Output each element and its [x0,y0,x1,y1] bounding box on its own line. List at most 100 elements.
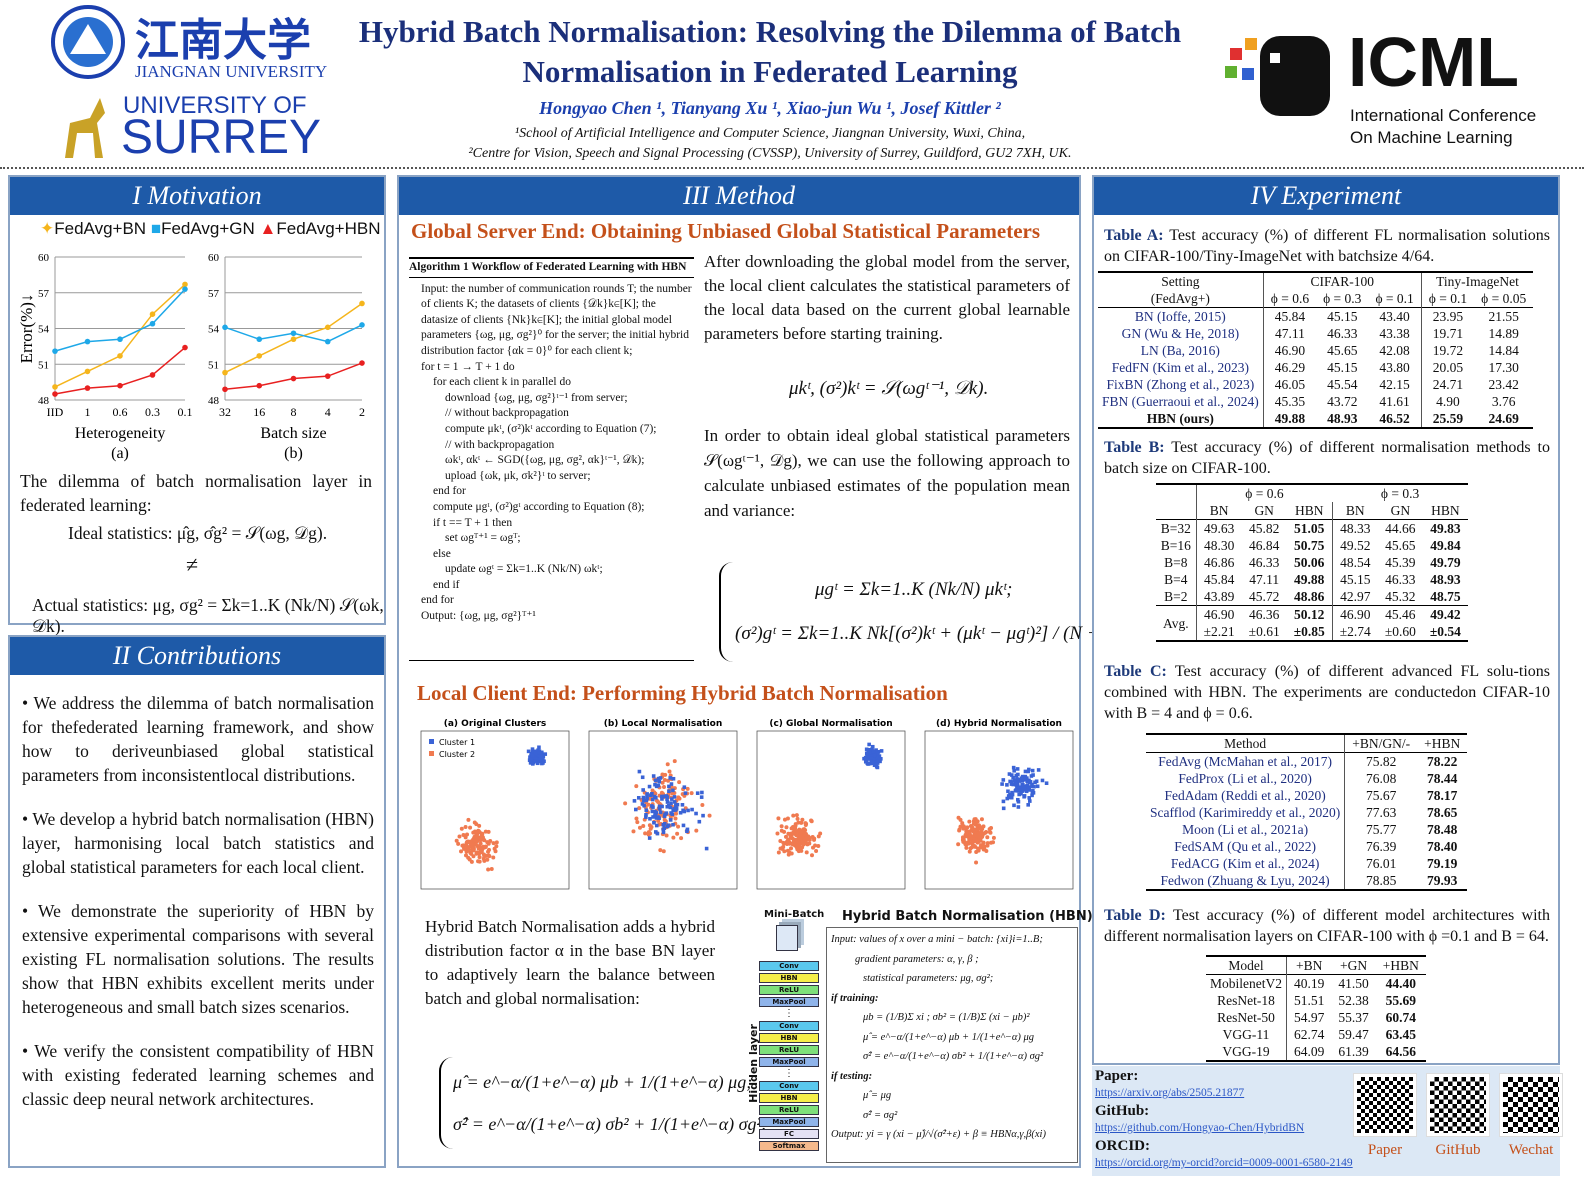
github-link[interactable]: https://github.com/Hongyao-Chen/HybridBN [1095,1122,1305,1134]
qr-code-wechat[interactable]: Wechat [1499,1073,1563,1159]
cluster2-point [796,820,801,825]
contribution-item: • We verify the consistent compatibility… [22,1041,374,1109]
cluster1-point [538,754,543,759]
minibatch-label: Mini-Batch [764,909,825,920]
data-point [182,286,188,292]
layer-conv: Conv [759,1081,819,1091]
table-cell: 24.71 [1432,377,1464,392]
table-row: Moon (Li et al., 2021a) 75.77 78.48 [1146,821,1467,838]
table-row-label: B=8 [1156,554,1197,571]
table-cell: 49.79 [1430,555,1461,570]
cluster2-point [963,832,968,837]
cluster2-point [464,844,469,849]
table-cell: 51.51 [1294,993,1325,1008]
table-header: ϕ = 0.6 [1245,486,1284,501]
cluster1-point [654,811,659,815]
cluster2-point [672,759,677,764]
global-text-1: After downloading the global model from … [704,252,1070,343]
table-row: FedACG (Kim et al., 2024) 76.01 79.19 [1146,855,1467,872]
cluster2-point [789,831,794,836]
table-cell: 63.45 [1385,1027,1416,1042]
cluster1-point [1015,767,1020,771]
y-tick-label: 60 [208,252,220,264]
table-cell: 46.29 [1274,360,1306,375]
dilemma-text: The dilemma of batch normalisation layer… [20,471,372,515]
jiangnan-emblem-icon [51,5,125,79]
table-cell: 4.90 [1436,394,1460,409]
table-row: LN (Ba, 2016) 46.90 45.65 42.08 19.72 14.84 [1098,342,1533,359]
cluster2-point [634,816,639,821]
cluster2-point [802,827,807,832]
scatter-plot: (a) Original Clusters Cluster 1 Cluster 2 [420,719,570,890]
contributions-header: II Contributions [10,637,384,675]
cluster2-point [778,839,783,844]
icml-logo: ICML International Conference On Machine… [1220,23,1550,158]
cluster1-point [644,815,648,819]
cluster1-point [670,797,674,801]
cluster2-point [477,855,482,860]
table-row: Scafflod (Karimireddy et al., 2020) 77.63… [1146,804,1467,821]
layer-hbn: HBN [759,1093,819,1103]
cluster2-point [981,844,986,849]
cluster1-point [1011,782,1016,787]
qr-code-github[interactable]: GitHub [1426,1073,1490,1159]
cluster1-point [685,829,689,834]
table-row-label: MobilenetV2 [1206,974,1287,992]
cluster2-point [804,850,809,855]
table-row-label: LN (Ba, 2016) [1098,342,1264,359]
cluster1-point [871,756,876,761]
cluster2-point [486,829,491,834]
cluster1-point [1010,792,1015,797]
cluster1-point [647,836,652,840]
global-mean-equation: μgᵗ = Σk=1..K (Nk/N) μkᵗ; [815,579,1013,600]
table-row: FedProx (Li et al., 2020) 76.08 78.44 [1146,770,1467,787]
table-row-label: B=2 [1156,588,1197,606]
table-row-label: FBN (Guerraoui et al., 2024) [1098,393,1264,410]
layer-maxpool: MaxPool [759,1117,819,1127]
table-cell: 45.39 [1385,555,1416,570]
icml-subtitle-2: On Machine Learning [1350,128,1513,147]
table-cell: 49.84 [1430,538,1461,553]
table-cell: +HBN [1424,736,1461,751]
x-tick-label: IID [47,405,64,419]
cluster2-point [981,824,986,829]
orcid-link[interactable]: https://orcid.org/my-orcid?orcid=0009-00… [1095,1157,1353,1169]
table-cell: ±0.85 [1286,623,1333,641]
legend-gn: FedAvg+GN [161,219,255,238]
table-cell: 20.05 [1432,360,1464,375]
cluster1-point [652,820,656,825]
cluster1-point [682,809,687,814]
paper-link[interactable]: https://arxiv.org/abs/2505.21877 [1095,1087,1245,1099]
cluster2-point [957,828,962,833]
cluster1-point [1006,789,1010,794]
data-point [117,336,123,343]
ellipsis: ⋮ [784,1068,794,1079]
algorithm-line: set ωgᵀ⁺¹ = ωgᵀ; [445,532,521,545]
cluster2-point [790,842,795,847]
table-row-label: Scafflod (Karimireddy et al., 2020) [1146,804,1346,821]
table-header: CIFAR-100 [1263,272,1422,290]
x-tick-label: 8 [291,405,297,419]
table-row-label: FedFN (Kim et al., 2023) [1098,359,1264,376]
table-cell: 77.63 [1365,805,1397,820]
cluster2-point [457,834,462,839]
table-row-label: Model [1206,956,1287,975]
table-row: FedFN (Kim et al., 2023) 46.29 45.15 43.80 2… [1098,359,1533,376]
table-cell: 49.88 [1274,411,1306,426]
motivation-header: I Motivation [10,177,384,215]
cluster1-point [530,755,534,760]
table-cell: 51.05 [1286,519,1333,537]
table-row: FixBN (Zhong et al., 2023) 46.05 45.54 42.1… [1098,376,1533,393]
qr-code-paper[interactable]: Paper [1353,1073,1417,1159]
table-cell: 78.44 [1426,771,1458,786]
cluster2-point [631,829,636,834]
cluster1-point [680,803,685,807]
table-header [1156,484,1197,502]
table-row: GN (Wu & He, 2018) 47.11 46.33 43.38 19.71 14… [1098,325,1533,342]
hbn-line: μ̂ = e^−α/(1+e^−α) μb + 1/(1+e^−α) μg [863,1031,1035,1043]
table-row-label: HBN (ours) [1098,410,1264,428]
table-cell: 49.52 [1340,538,1371,553]
cluster1-point [1001,778,1006,782]
table-cell: 40.19 [1294,976,1325,991]
cluster2-point [977,823,982,828]
